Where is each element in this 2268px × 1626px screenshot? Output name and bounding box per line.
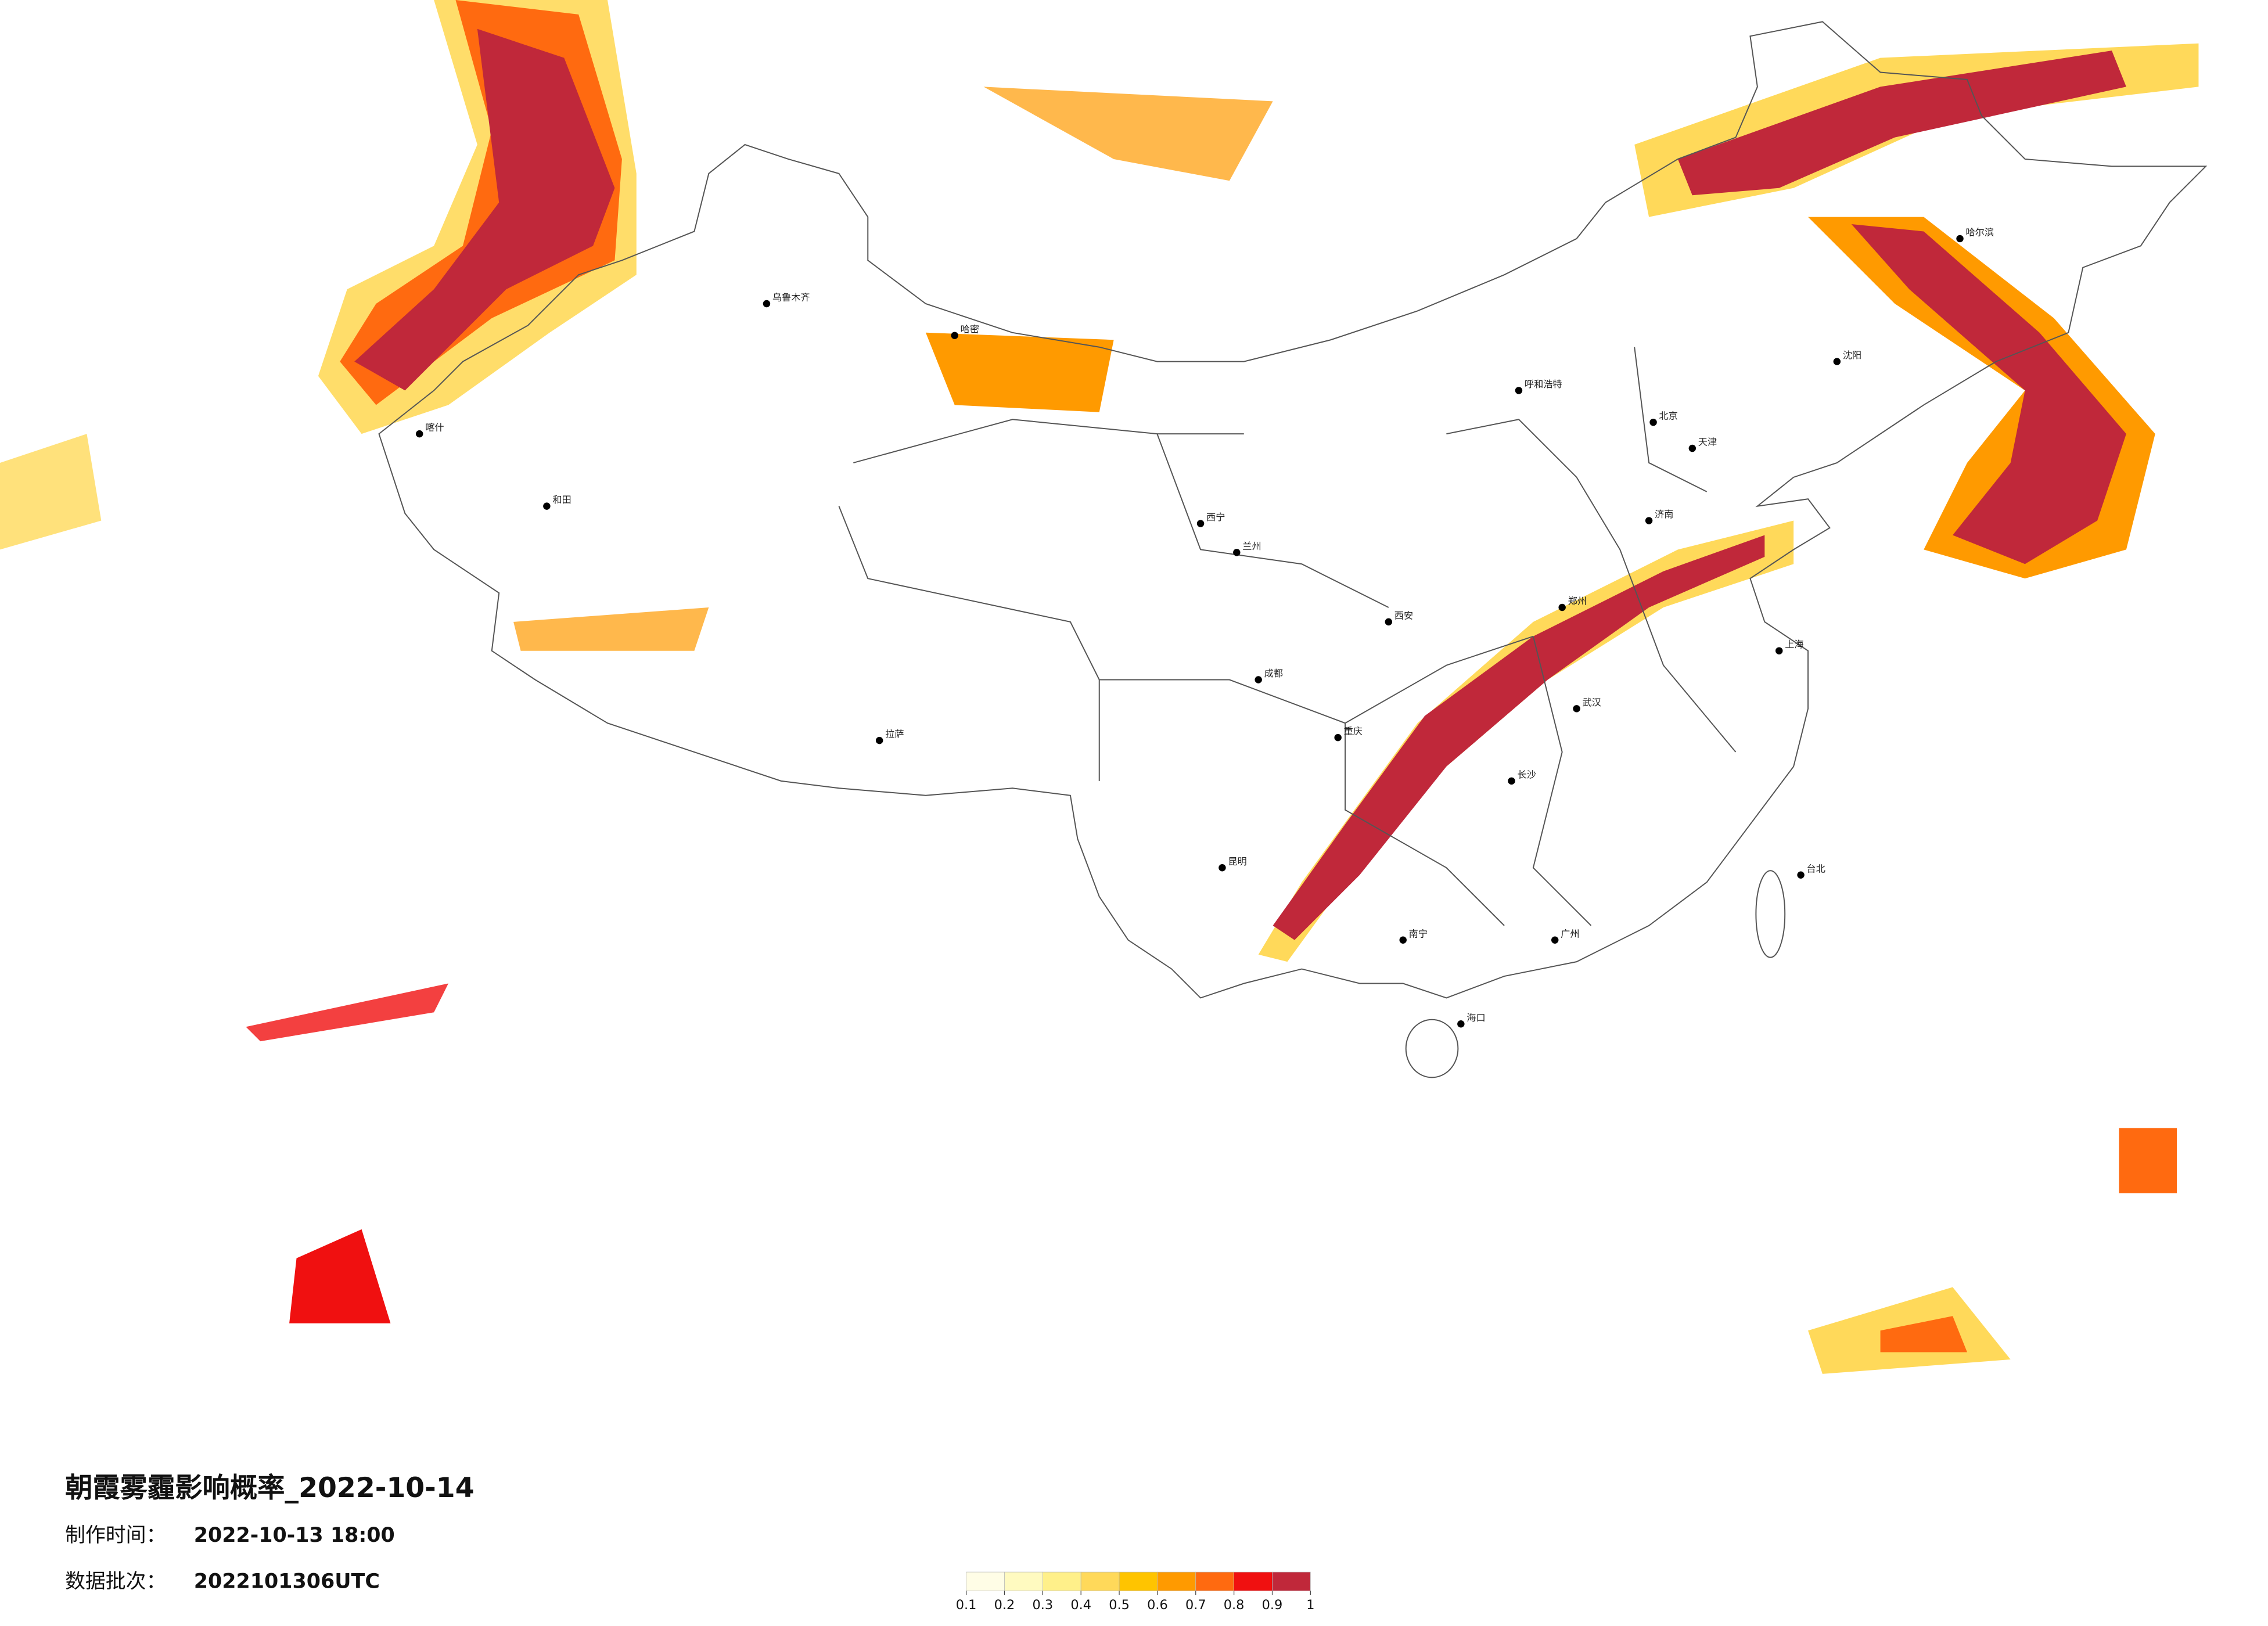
- city-label: 哈密: [961, 323, 979, 334]
- city-label: 重庆: [1344, 726, 1363, 737]
- taiwan: [1755, 870, 1786, 958]
- city-dot: [1399, 936, 1407, 944]
- city-label: 和田: [552, 494, 571, 505]
- colorbar-tick-label: 1: [1306, 1598, 1314, 1613]
- colorbar-tick-label: 0.3: [1033, 1598, 1054, 1613]
- colorbar-tick-label: 0.6: [1147, 1598, 1168, 1613]
- city-label: 上海: [1785, 639, 1803, 650]
- city-dot: [1233, 549, 1241, 556]
- city-label: 沈阳: [1843, 350, 1861, 361]
- city-dot: [1196, 520, 1205, 527]
- city-dot: [1649, 418, 1657, 426]
- colorbar-tick-label: 0.8: [1224, 1598, 1245, 1613]
- city-dot: [763, 300, 771, 308]
- city-dot: [951, 332, 958, 340]
- city-label: 西宁: [1206, 512, 1225, 523]
- info-value: 2022-10-13 18:00: [194, 1524, 395, 1547]
- colorbar-swatch: [1080, 1571, 1120, 1591]
- city-label: 长沙: [1517, 769, 1536, 780]
- city-dot: [1457, 1020, 1465, 1028]
- colorbar-swatch: [1272, 1571, 1311, 1591]
- colorbar-swatch: [966, 1571, 1005, 1591]
- city-dot: [1508, 777, 1515, 785]
- city-dot: [1775, 647, 1783, 654]
- city-label: 喀什: [425, 422, 444, 433]
- colorbar-tick-label: 0.1: [956, 1598, 977, 1613]
- colorbar-tick-label: 0.7: [1185, 1598, 1206, 1613]
- city-label: 海口: [1467, 1012, 1485, 1023]
- city-label: 昆明: [1228, 856, 1246, 867]
- colorbar-swatch: [1157, 1571, 1196, 1591]
- city-dot: [1334, 733, 1342, 742]
- info-value: 2022101306UTC: [194, 1570, 380, 1593]
- colorbar-tick-label: 0.4: [1070, 1598, 1091, 1613]
- city-label: 天津: [1698, 437, 1717, 448]
- city-dot: [1219, 864, 1226, 872]
- city-label: 拉萨: [885, 729, 904, 740]
- city-label: 南宁: [1409, 928, 1428, 939]
- city-dot: [543, 502, 551, 510]
- city-label: 郑州: [1568, 596, 1587, 607]
- city-label: 乌鲁木齐: [772, 292, 810, 303]
- colorbar-swatch: [1119, 1571, 1158, 1591]
- haze-field: [0, 0, 2199, 1374]
- city-label: 哈尔滨: [1965, 226, 1994, 238]
- city-label: 西安: [1394, 610, 1413, 621]
- city-label: 济南: [1655, 509, 1673, 520]
- city-dot: [1688, 444, 1696, 452]
- city-dot: [1573, 705, 1580, 713]
- city-dot: [1385, 618, 1393, 626]
- info-label: 数据批次：: [65, 1570, 166, 1593]
- city-dot: [1645, 517, 1653, 524]
- city-dot: [1515, 387, 1523, 394]
- city-label: 兰州: [1242, 541, 1261, 552]
- province-lines: [838, 347, 1737, 926]
- city-label: 台北: [1807, 863, 1825, 874]
- city-label: 广州: [1561, 928, 1579, 939]
- colorbar-swatch: [1004, 1571, 1043, 1591]
- colorbar-swatch: [1195, 1571, 1234, 1591]
- colorbar-tick-label: 0.5: [1109, 1598, 1130, 1613]
- city-dot: [1833, 358, 1841, 365]
- city-dot: [875, 736, 883, 744]
- city-label: 北京: [1659, 411, 1678, 422]
- colorbar-tick-label: 0.9: [1262, 1598, 1283, 1613]
- hainan: [1405, 1019, 1459, 1078]
- boundaries: [378, 21, 2208, 1078]
- city-dot: [415, 430, 423, 438]
- city-label: 成都: [1264, 668, 1283, 679]
- city-label: 武汉: [1583, 697, 1601, 708]
- city-label: 呼和浩特: [1525, 379, 1562, 390]
- info-label: 制作时间：: [65, 1524, 166, 1547]
- china-outline: [378, 21, 2208, 999]
- city-dot: [1797, 871, 1805, 879]
- city-dot: [1551, 936, 1559, 944]
- colorbar-tick-label: 0.2: [994, 1598, 1015, 1613]
- city-dot: [1558, 603, 1566, 611]
- title: 朝霞雾霾影响概率_2022-10-14: [65, 1472, 475, 1504]
- city-dot: [1255, 676, 1262, 684]
- colorbar-swatch: [1234, 1571, 1273, 1591]
- colorbar: 0.1 0.2 0.3 0.4 0.5 0.6 0.7 0.8 0.9 1: [956, 1571, 1314, 1613]
- city-dot: [1956, 235, 1964, 243]
- colorbar-swatch: [1042, 1571, 1081, 1591]
